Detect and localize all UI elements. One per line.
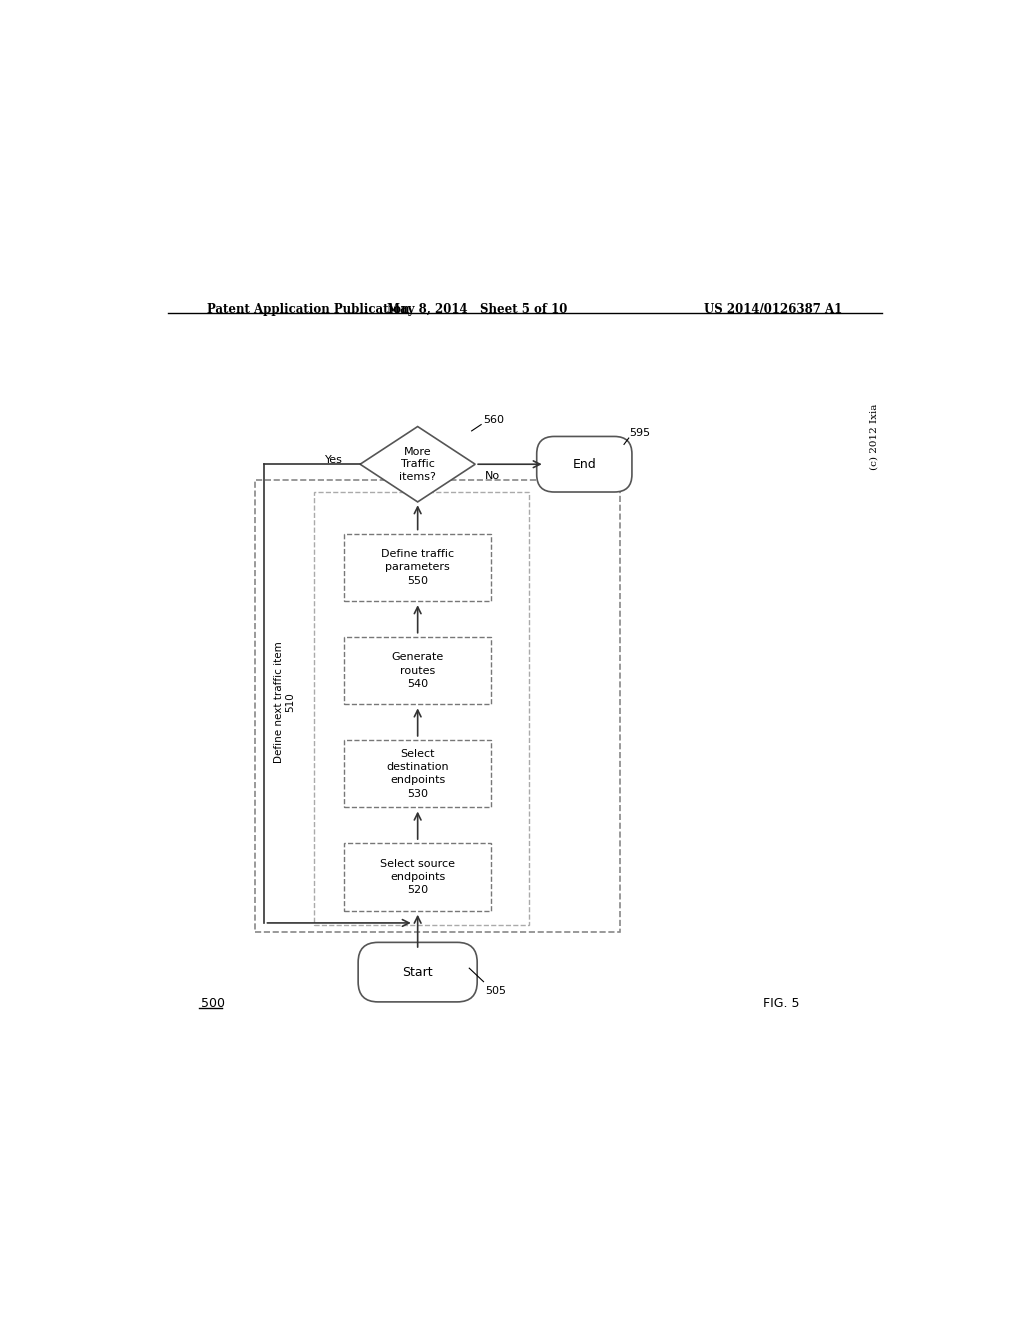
Text: 500: 500 <box>201 998 225 1010</box>
Text: Define traffic
parameters
550: Define traffic parameters 550 <box>381 549 455 586</box>
FancyBboxPatch shape <box>537 437 632 492</box>
Text: Generate
routes
540: Generate routes 540 <box>391 652 443 689</box>
Text: No: No <box>484 471 500 480</box>
Text: US 2014/0126387 A1: US 2014/0126387 A1 <box>703 304 842 315</box>
Bar <box>344 636 492 705</box>
Bar <box>344 533 492 601</box>
Text: (c) 2012 Ixia: (c) 2012 Ixia <box>869 404 879 470</box>
Text: 505: 505 <box>485 986 506 997</box>
Text: Select source
endpoints
520: Select source endpoints 520 <box>380 859 455 895</box>
Text: Yes: Yes <box>325 455 343 465</box>
Text: 595: 595 <box>630 428 650 438</box>
Text: May 8, 2014   Sheet 5 of 10: May 8, 2014 Sheet 5 of 10 <box>387 304 567 315</box>
Text: FIG. 5: FIG. 5 <box>763 998 800 1010</box>
Bar <box>344 843 492 911</box>
FancyBboxPatch shape <box>358 942 477 1002</box>
Bar <box>314 492 528 924</box>
Polygon shape <box>360 426 475 502</box>
Text: Patent Application Publication: Patent Application Publication <box>207 304 410 315</box>
Text: 560: 560 <box>482 414 504 425</box>
Text: Start: Start <box>402 966 433 978</box>
Text: Select
destination
endpoints
530: Select destination endpoints 530 <box>386 748 449 799</box>
Bar <box>255 480 620 932</box>
Text: End: End <box>572 458 596 471</box>
Bar <box>344 741 492 808</box>
Text: Define next traffic item
510: Define next traffic item 510 <box>273 642 295 763</box>
Text: More
Traffic
items?: More Traffic items? <box>399 447 436 482</box>
